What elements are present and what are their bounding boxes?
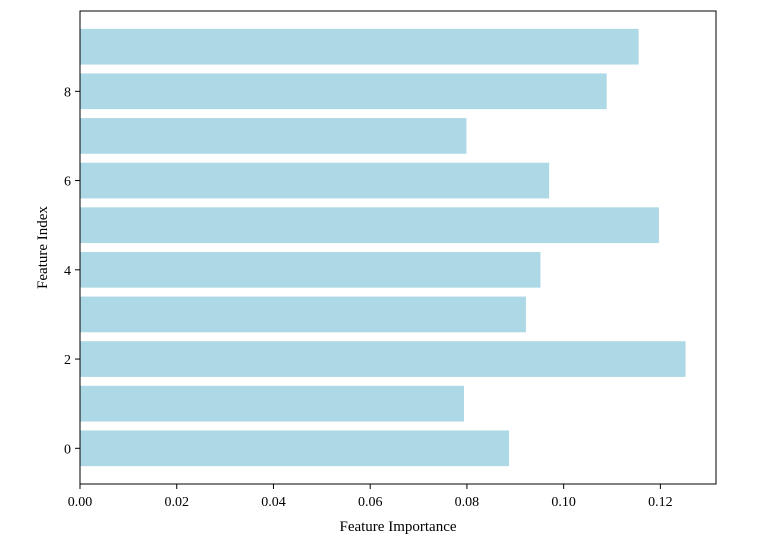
x-tick-label: 0.00 [68, 495, 93, 510]
bar-feature-4 [80, 251, 541, 288]
bars-group [80, 28, 686, 467]
x-tick-label: 0.06 [358, 495, 383, 510]
y-tick-label: 8 [64, 85, 71, 100]
bar-feature-9 [80, 28, 639, 65]
x-tick-label: 0.08 [455, 495, 480, 510]
bar-feature-8 [80, 73, 607, 110]
plot-frame [79, 10, 717, 485]
x-axis-ticks: 0.00 0.02 0.04 0.06 0.08 0.10 0.12 [68, 484, 673, 510]
y-tick-label: 0 [64, 442, 71, 457]
bar-feature-0 [80, 430, 509, 467]
x-tick-label: 0.10 [551, 495, 576, 510]
y-tick-label: 2 [64, 353, 71, 368]
x-axis-label: Feature Importance [339, 519, 456, 535]
x-tick-label: 0.02 [164, 495, 189, 510]
y-tick-label: 6 [64, 175, 71, 190]
y-axis-ticks: 0 2 4 6 8 [64, 85, 80, 457]
x-tick-label: 0.12 [648, 495, 673, 510]
bar-feature-6 [80, 162, 550, 199]
bar-feature-2 [80, 341, 686, 377]
bar-feature-7 [80, 118, 467, 154]
bar-feature-5 [80, 207, 659, 244]
y-axis-label: Feature Index [35, 206, 51, 289]
bar-feature-3 [80, 296, 526, 333]
bar-feature-1 [80, 385, 465, 422]
x-tick-label: 0.04 [261, 495, 286, 510]
y-tick-label: 4 [64, 264, 71, 279]
